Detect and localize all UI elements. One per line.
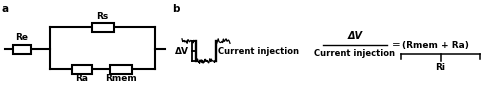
Text: =: = <box>392 40 401 50</box>
Text: b: b <box>172 4 180 14</box>
Text: a: a <box>2 4 9 14</box>
Text: Rs: Rs <box>96 12 108 21</box>
Text: (Rmem + Ra): (Rmem + Ra) <box>402 40 469 49</box>
Text: ΔV: ΔV <box>175 46 189 55</box>
Text: Current injection: Current injection <box>218 46 299 55</box>
Text: Ri: Ri <box>436 63 446 72</box>
Text: ΔV: ΔV <box>348 31 362 41</box>
Text: Rmem: Rmem <box>106 74 138 83</box>
Text: Re: Re <box>16 33 28 42</box>
Text: Ra: Ra <box>75 74 88 83</box>
Bar <box>110 64 132 74</box>
Bar <box>92 23 114 31</box>
Bar <box>13 44 31 54</box>
Text: Current injection: Current injection <box>314 49 396 58</box>
Bar <box>72 64 92 74</box>
